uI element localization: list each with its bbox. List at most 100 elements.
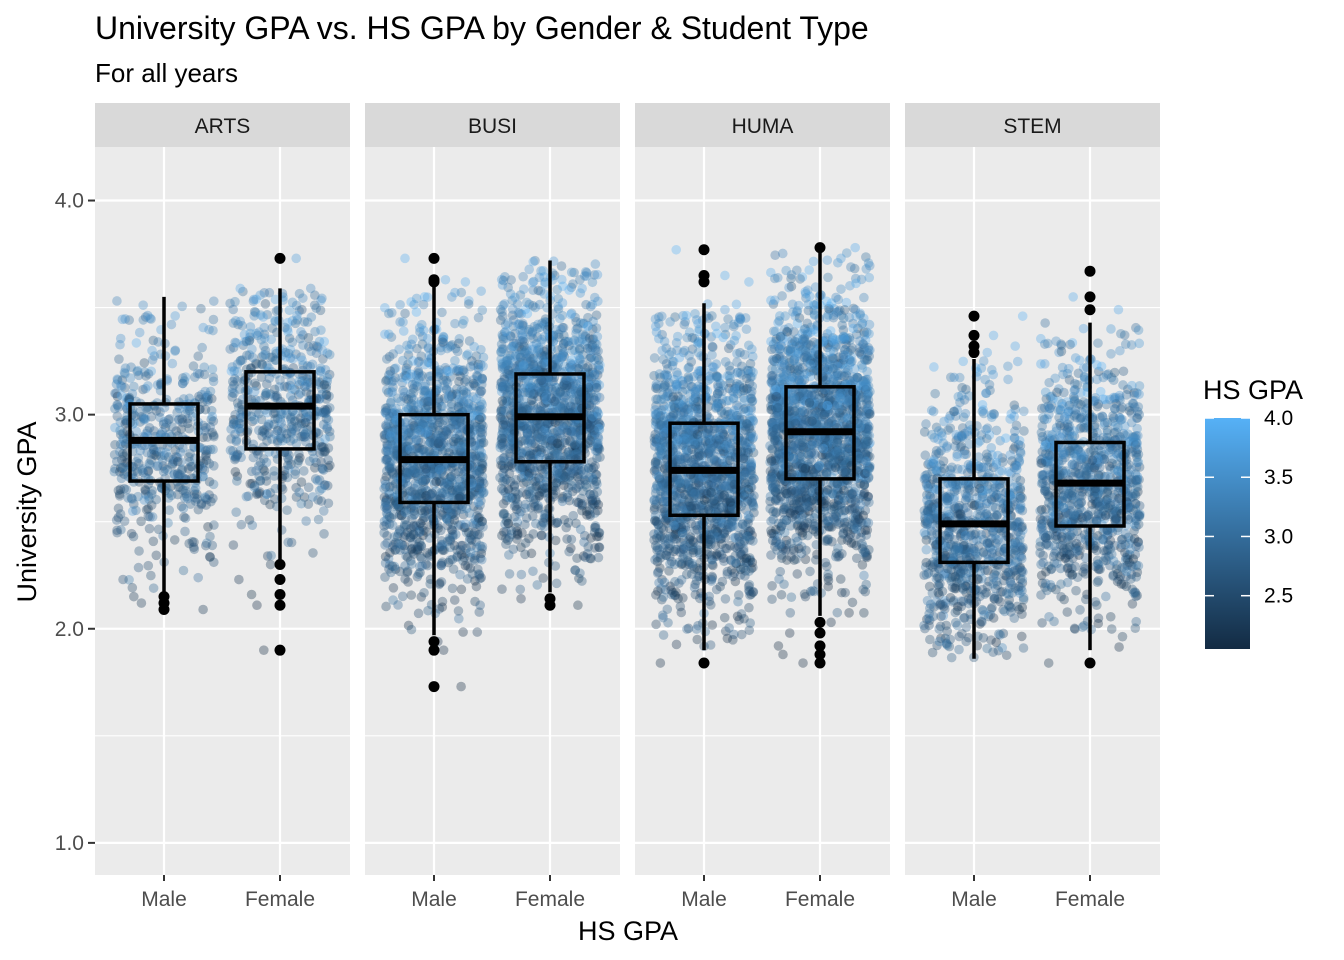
data-point [179,512,189,522]
data-point [429,438,439,448]
data-point [439,445,450,456]
data-point [566,464,576,475]
data-point [129,466,140,476]
data-point [512,529,523,539]
data-point [400,561,410,571]
x-tick-label: Male [141,888,187,911]
data-point [450,318,460,329]
data-point [201,500,211,510]
data-point [198,420,208,431]
data-point [139,358,150,368]
data-point [242,350,252,361]
data-point [157,455,168,465]
data-point [568,279,578,289]
data-point [293,458,303,468]
data-point [194,394,205,404]
data-point [504,569,515,579]
data-point [202,445,213,455]
data-point [178,565,189,576]
data-point [151,450,161,461]
data-point [447,462,457,473]
data-point [291,300,302,311]
data-point [575,524,586,535]
data-point [142,447,153,458]
data-point [175,457,186,467]
data-point [226,424,236,435]
data-point [135,445,146,456]
data-point [120,439,131,449]
data-point [124,574,134,585]
data-point [226,366,237,376]
data-point [556,261,567,271]
chart-title: University GPA vs. HS GPA by Gender & St… [95,10,869,46]
data-point [511,338,521,349]
data-point [592,269,603,280]
data-point [161,448,171,458]
data-point [230,467,241,477]
data-point [200,445,211,456]
data-point [128,531,139,542]
data-point [500,406,511,416]
data-point [299,466,309,476]
data-point [133,458,144,469]
data-point [591,310,602,320]
data-point [129,381,139,392]
data-point [316,366,326,377]
data-point [109,466,120,477]
outlier-point [428,252,440,264]
data-point [235,445,246,455]
data-point [131,505,141,516]
data-point [301,516,311,526]
data-point [124,393,134,404]
data-point [126,362,136,373]
data-point [228,540,239,550]
data-point [202,390,213,401]
data-point [186,461,196,472]
data-point [126,528,137,539]
data-point [209,557,219,568]
data-point [324,391,334,401]
data-point [707,620,718,630]
data-point [591,323,602,333]
data-point [208,493,218,504]
data-point [112,374,123,384]
data-point [144,523,155,534]
data-point [119,469,129,479]
data-point [259,329,270,340]
data-point [167,460,178,470]
data-point [478,361,488,371]
data-point [592,438,602,449]
data-point [504,492,515,503]
data-point [731,299,742,310]
data-point [159,450,170,461]
data-point [151,447,162,457]
data-point [155,446,166,457]
data-point [580,552,591,563]
data-point [511,350,521,360]
data-point [171,452,181,462]
data-point [205,386,216,397]
data-point [140,484,150,495]
data-point [451,415,461,426]
data-point [285,353,296,363]
strip-label: HUMA [732,115,794,138]
data-point [385,366,396,376]
data-point [432,420,443,431]
data-point [574,343,585,354]
data-point [534,451,545,461]
data-point [251,465,261,476]
data-point [116,380,126,391]
data-point [248,439,259,450]
data-point [262,407,272,418]
data-point [501,539,511,550]
data-point [110,403,120,414]
data-point [301,380,311,390]
data-point [522,308,533,319]
data-point [265,559,276,570]
data-point [525,489,535,499]
data-point [167,358,178,369]
data-point [562,489,573,500]
data-point [120,457,131,468]
data-point [140,485,151,496]
